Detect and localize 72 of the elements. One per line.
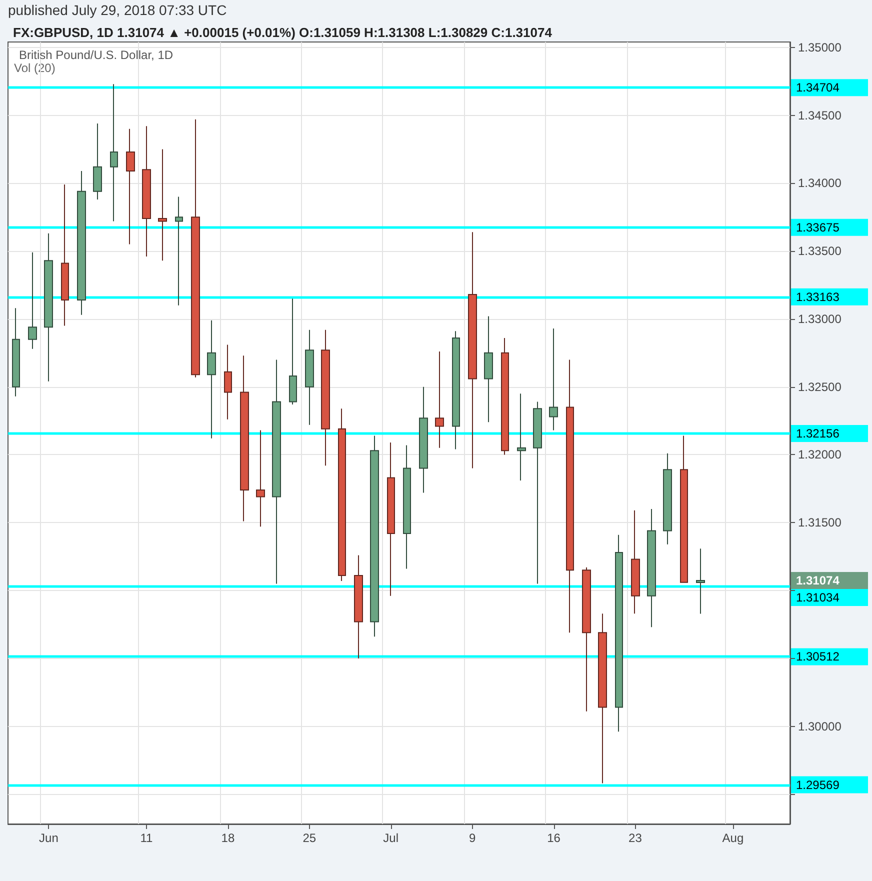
- y-tick-label: 1.33000: [798, 312, 842, 326]
- y-tick-label: 1.31500: [798, 516, 842, 530]
- candlestick: [387, 442, 395, 596]
- candlestick: [370, 435, 379, 638]
- text: British Pound/U.S. Dollar, 1D: [19, 48, 174, 62]
- candlestick: [142, 126, 151, 258]
- candlestick: [77, 170, 86, 316]
- candlestick: [403, 444, 411, 570]
- candlestick: [256, 430, 265, 528]
- x-tick-label: 25: [302, 831, 316, 845]
- candlestick: [435, 351, 444, 448]
- ref-line-label: 1.31034: [796, 590, 840, 604]
- candlestick: [598, 613, 607, 784]
- candlestick: [566, 359, 574, 634]
- chart-subtitle: FX:GBPUSD, 1D 1.31074 ▲ +0.00015 (+0.01%) O:1.31059 H:1.31308 L:1.30829 C:1.31074: [13, 25, 553, 40]
- text: 1.31074: [796, 573, 840, 588]
- candlestick: [533, 401, 542, 584]
- candlestick: [44, 232, 53, 382]
- x-tick-label: 9: [468, 831, 476, 845]
- candlestick: [696, 548, 705, 614]
- y-tick-label: 1.33500: [798, 244, 842, 258]
- y-tick-label: 1.34000: [798, 176, 842, 190]
- candlestick: [175, 196, 183, 306]
- candlestick: [61, 184, 69, 326]
- candlestick: [110, 84, 118, 222]
- ref-line-label: 1.34704: [796, 80, 840, 95]
- x-tick-label: 18: [221, 831, 235, 845]
- candlestick: [126, 128, 135, 245]
- candlestick: [419, 386, 428, 494]
- candlestick: [207, 320, 216, 439]
- text: published July 29, 2018 07:33 UTC: [8, 2, 227, 18]
- x-tick-label: Aug: [722, 831, 744, 845]
- candlestick: [289, 298, 297, 405]
- ref-line-label: 1.30512: [796, 650, 840, 664]
- candlestick: [224, 344, 232, 420]
- y-tick-label: 1.32000: [798, 448, 842, 462]
- candlestick: [647, 508, 656, 628]
- x-tick-label: Jul: [383, 831, 399, 845]
- ref-line-label: 1.32156: [796, 426, 840, 441]
- x-tick-label: Jun: [39, 831, 58, 845]
- ref-line-label: 1.33675: [796, 220, 840, 234]
- y-tick-label: 1.34500: [798, 108, 842, 122]
- ref-line-label: 1.29569: [796, 778, 840, 792]
- candlestick: [93, 122, 102, 200]
- candlestick: [663, 452, 672, 545]
- candlestick: [158, 148, 167, 262]
- y-tick-label: 1.32500: [798, 380, 842, 394]
- candlestick: [680, 435, 688, 583]
- candlestick: [354, 554, 363, 659]
- candlestick: [321, 329, 330, 466]
- candlestick: [28, 252, 37, 350]
- candlestick: [338, 408, 346, 582]
- candlestick: [468, 232, 477, 469]
- candlestick: [272, 359, 281, 584]
- candlestick: [501, 337, 509, 456]
- candlestick: [12, 308, 20, 397]
- candlestick: [615, 534, 623, 732]
- candlestick: [631, 510, 640, 614]
- y-tick-label: 1.30000: [798, 719, 842, 734]
- candlestick: [240, 355, 249, 522]
- x-tick-label: 23: [628, 831, 642, 845]
- x-tick-label: 11: [140, 831, 154, 845]
- candlestick: [517, 393, 526, 482]
- candlestick: [191, 118, 200, 378]
- candlestick: [484, 316, 493, 423]
- ref-line-label: 1.33163: [796, 290, 840, 304]
- y-tick-label: 1.35000: [798, 40, 842, 54]
- candlestick: [549, 328, 558, 431]
- x-tick-label: 16: [547, 831, 561, 845]
- candlestick: [452, 330, 460, 450]
- candlestick: [305, 329, 314, 426]
- candlestick: [582, 566, 591, 712]
